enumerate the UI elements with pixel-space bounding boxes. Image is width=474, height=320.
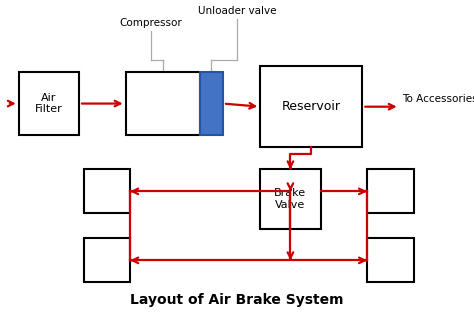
Bar bbox=[18, 72, 79, 135]
Bar bbox=[200, 72, 223, 135]
Text: Layout of Air Brake System: Layout of Air Brake System bbox=[130, 293, 344, 308]
Text: To Accessories: To Accessories bbox=[402, 93, 474, 104]
Text: Compressor: Compressor bbox=[120, 18, 182, 28]
Bar bbox=[367, 169, 413, 213]
Bar bbox=[126, 72, 200, 135]
Bar bbox=[84, 169, 130, 213]
Bar bbox=[260, 169, 320, 229]
Text: Reservoir: Reservoir bbox=[282, 100, 341, 113]
Text: Air
Filter: Air Filter bbox=[35, 93, 63, 114]
Text: Brake
Valve: Brake Valve bbox=[274, 188, 307, 210]
Bar bbox=[367, 238, 413, 282]
Bar bbox=[84, 238, 130, 282]
Text: Unloader valve: Unloader valve bbox=[198, 6, 276, 16]
Bar bbox=[260, 66, 363, 148]
